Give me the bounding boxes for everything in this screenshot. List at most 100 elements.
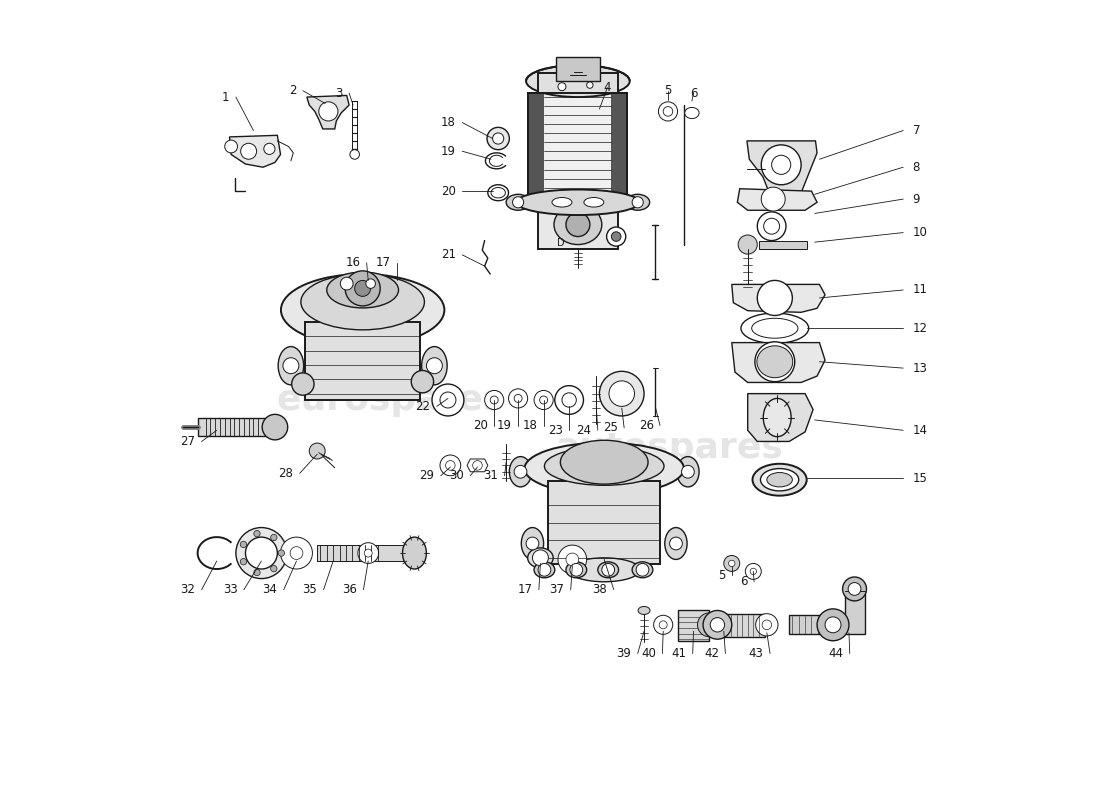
Circle shape — [682, 466, 694, 478]
Ellipse shape — [280, 274, 444, 346]
Ellipse shape — [597, 562, 618, 578]
Circle shape — [670, 537, 682, 550]
Circle shape — [756, 614, 778, 636]
Circle shape — [570, 563, 583, 576]
Circle shape — [592, 103, 607, 119]
Text: 23: 23 — [548, 424, 563, 437]
Circle shape — [632, 197, 644, 208]
Text: 25: 25 — [603, 422, 618, 434]
Text: 16: 16 — [345, 256, 361, 270]
Circle shape — [345, 271, 381, 306]
Text: 8: 8 — [913, 161, 920, 174]
Circle shape — [771, 155, 791, 174]
Circle shape — [526, 537, 539, 550]
Ellipse shape — [569, 558, 640, 582]
Ellipse shape — [632, 562, 652, 578]
Text: 36: 36 — [342, 583, 358, 596]
Circle shape — [843, 577, 867, 601]
Ellipse shape — [684, 107, 700, 118]
Text: 34: 34 — [263, 583, 277, 596]
Circle shape — [514, 394, 522, 402]
Bar — [538, 202, 618, 249]
Text: 18: 18 — [522, 419, 537, 432]
Polygon shape — [748, 394, 813, 442]
Bar — [845, 590, 865, 634]
Circle shape — [283, 358, 299, 374]
Bar — [789, 615, 833, 634]
Circle shape — [586, 82, 593, 88]
Polygon shape — [732, 342, 825, 382]
Circle shape — [473, 461, 482, 470]
Text: 19: 19 — [497, 419, 512, 432]
Circle shape — [224, 140, 238, 153]
Circle shape — [271, 534, 277, 541]
Text: 38: 38 — [593, 583, 607, 596]
Circle shape — [762, 620, 771, 630]
Text: 28: 28 — [278, 467, 294, 480]
Text: 15: 15 — [913, 472, 927, 485]
Text: 13: 13 — [913, 362, 927, 374]
Circle shape — [554, 386, 583, 414]
Ellipse shape — [552, 198, 572, 207]
Text: 27: 27 — [180, 435, 195, 448]
Ellipse shape — [763, 398, 791, 437]
Text: 31: 31 — [483, 470, 498, 482]
Circle shape — [565, 553, 579, 566]
Polygon shape — [230, 135, 280, 167]
Text: 18: 18 — [441, 116, 455, 129]
Circle shape — [350, 150, 360, 159]
Text: 6: 6 — [690, 86, 697, 99]
Polygon shape — [612, 93, 627, 201]
Polygon shape — [737, 189, 817, 210]
Circle shape — [558, 82, 565, 90]
Ellipse shape — [676, 457, 700, 487]
Ellipse shape — [560, 440, 648, 484]
Ellipse shape — [521, 527, 543, 559]
Circle shape — [278, 550, 285, 556]
Text: autospares: autospares — [556, 431, 783, 465]
Circle shape — [750, 568, 757, 574]
Circle shape — [262, 414, 288, 440]
Circle shape — [358, 542, 378, 563]
Text: 20: 20 — [441, 185, 455, 198]
Circle shape — [485, 390, 504, 410]
Polygon shape — [528, 93, 544, 201]
Bar — [717, 614, 766, 637]
Circle shape — [757, 281, 792, 315]
Circle shape — [245, 537, 277, 569]
Text: 24: 24 — [576, 424, 592, 437]
Text: 44: 44 — [828, 647, 844, 660]
Ellipse shape — [757, 346, 793, 378]
Text: 5: 5 — [664, 84, 672, 97]
Ellipse shape — [554, 205, 602, 245]
Text: 11: 11 — [913, 283, 927, 297]
Circle shape — [487, 127, 509, 150]
Circle shape — [659, 621, 668, 629]
Circle shape — [636, 563, 649, 576]
Circle shape — [663, 106, 673, 116]
Text: 35: 35 — [302, 583, 317, 596]
Ellipse shape — [278, 346, 304, 385]
Bar — [317, 545, 405, 561]
Bar — [549, 481, 660, 564]
Circle shape — [606, 227, 626, 246]
Circle shape — [264, 143, 275, 154]
Ellipse shape — [421, 346, 448, 385]
Text: 2: 2 — [289, 84, 297, 97]
Text: 21: 21 — [441, 249, 455, 262]
Circle shape — [535, 390, 553, 410]
Text: 7: 7 — [913, 124, 921, 137]
Circle shape — [746, 563, 761, 579]
Circle shape — [427, 358, 442, 374]
Circle shape — [240, 542, 246, 548]
Bar — [528, 93, 627, 201]
Circle shape — [763, 218, 780, 234]
Text: 32: 32 — [180, 583, 195, 596]
Circle shape — [532, 550, 549, 566]
Polygon shape — [732, 285, 825, 312]
Circle shape — [271, 566, 277, 572]
Text: 3: 3 — [336, 86, 343, 99]
Circle shape — [440, 392, 455, 408]
Circle shape — [562, 393, 576, 407]
Ellipse shape — [535, 562, 554, 578]
